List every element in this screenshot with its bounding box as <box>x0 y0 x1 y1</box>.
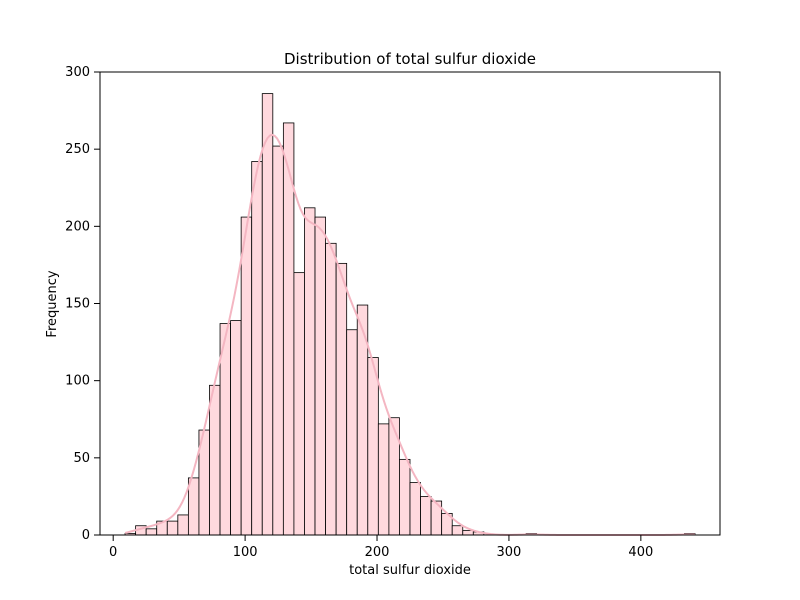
histogram-bar <box>335 262 348 536</box>
y-tick-label: 300 <box>65 65 90 80</box>
histogram-bar <box>325 242 337 536</box>
histogram-bar <box>251 161 263 536</box>
y-tick-label: 100 <box>65 374 90 389</box>
histogram-bar <box>145 528 158 536</box>
histogram-bar <box>209 384 221 536</box>
histogram-bar <box>346 329 358 536</box>
y-axis-label: Frequency <box>45 270 60 337</box>
histogram-bar <box>261 93 274 536</box>
x-tick-label: 400 <box>628 545 653 560</box>
x-tick-label: 200 <box>365 545 390 560</box>
histogram-bar <box>187 477 200 536</box>
y-axis-ticks: 0 50 100 150 200 250 300 <box>65 65 100 543</box>
y-tick-label: 0 <box>82 528 90 543</box>
histogram-bar <box>230 320 242 536</box>
histogram-bar <box>409 482 421 536</box>
histogram-bar <box>420 496 432 536</box>
histogram-bar <box>314 216 326 536</box>
chart-title: Distribution of total sulfur dioxide <box>284 50 536 68</box>
histogram-bar <box>388 417 400 536</box>
histogram-bar <box>377 423 390 536</box>
histogram-bar <box>293 272 305 536</box>
histogram-bar <box>177 514 189 536</box>
x-axis-ticks: 0 100 200 300 400 <box>109 535 653 560</box>
y-tick-label: 50 <box>73 451 90 466</box>
y-tick-label: 150 <box>65 297 90 312</box>
histogram-bar <box>367 357 379 536</box>
histogram-bar <box>240 216 253 536</box>
y-tick-label: 200 <box>65 219 90 234</box>
histogram-bar <box>399 458 411 536</box>
histogram-bars <box>124 93 696 536</box>
x-axis-label: total sulfur dioxide <box>349 563 471 578</box>
x-tick-label: 100 <box>233 545 258 560</box>
y-tick-label: 250 <box>65 142 90 157</box>
histogram-bar <box>166 520 179 536</box>
histogram-bar <box>304 207 316 536</box>
x-tick-label: 0 <box>109 545 117 560</box>
histogram-bar <box>272 145 284 536</box>
x-tick-label: 300 <box>497 545 522 560</box>
histogram-bar <box>451 525 464 536</box>
histogram-bar <box>462 529 474 536</box>
